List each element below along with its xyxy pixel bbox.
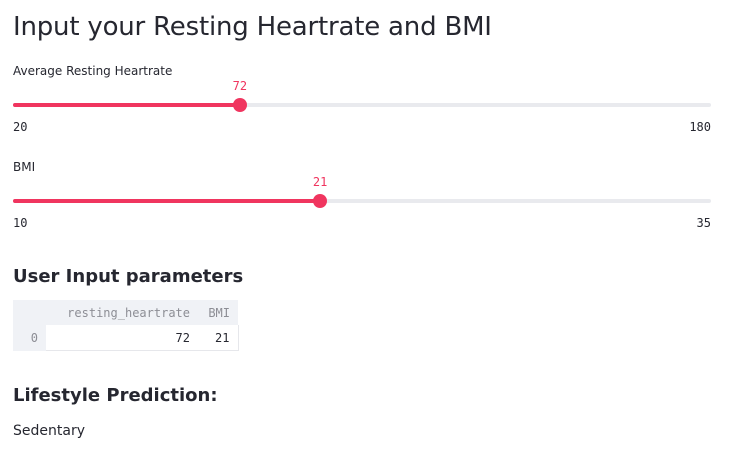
- bmi-slider[interactable]: 21: [13, 175, 711, 208]
- bmi-slider-value: 21: [312, 175, 328, 189]
- user-input-table: resting_heartrate BMI 0 72 21: [13, 300, 239, 351]
- bmi-slider-label: BMI: [13, 160, 36, 174]
- prediction-result: Sedentary: [13, 423, 85, 439]
- page-title: Input your Resting Heartrate and BMI: [13, 12, 492, 42]
- user-input-heading: User Input parameters: [13, 266, 244, 287]
- row-index: 0: [13, 325, 46, 351]
- cell-bmi: 21: [198, 325, 239, 351]
- cell-resting-heartrate: 72: [46, 325, 198, 351]
- table-row: 0 72 21: [13, 325, 239, 351]
- heartrate-slider-thumb[interactable]: [232, 98, 247, 112]
- bmi-slider-min: 10: [13, 216, 28, 230]
- table-corner-cell: [13, 300, 46, 325]
- heartrate-slider-max: 180: [689, 120, 711, 134]
- column-header-bmi[interactable]: BMI: [198, 300, 238, 325]
- column-header-resting-heartrate[interactable]: resting_heartrate: [46, 300, 198, 325]
- table-header-row: resting_heartrate BMI: [13, 300, 238, 325]
- bmi-slider-fill: [13, 199, 321, 203]
- prediction-heading: Lifestyle Prediction:: [13, 385, 218, 406]
- heartrate-slider-fill: [13, 103, 240, 107]
- heartrate-slider-value: 72: [232, 79, 248, 93]
- bmi-slider-max: 35: [696, 216, 711, 230]
- heartrate-slider[interactable]: 72: [13, 79, 711, 112]
- heartrate-slider-label: Average Resting Heartrate: [13, 64, 173, 78]
- heartrate-slider-min: 20: [13, 120, 28, 134]
- bmi-slider-thumb[interactable]: [313, 194, 328, 208]
